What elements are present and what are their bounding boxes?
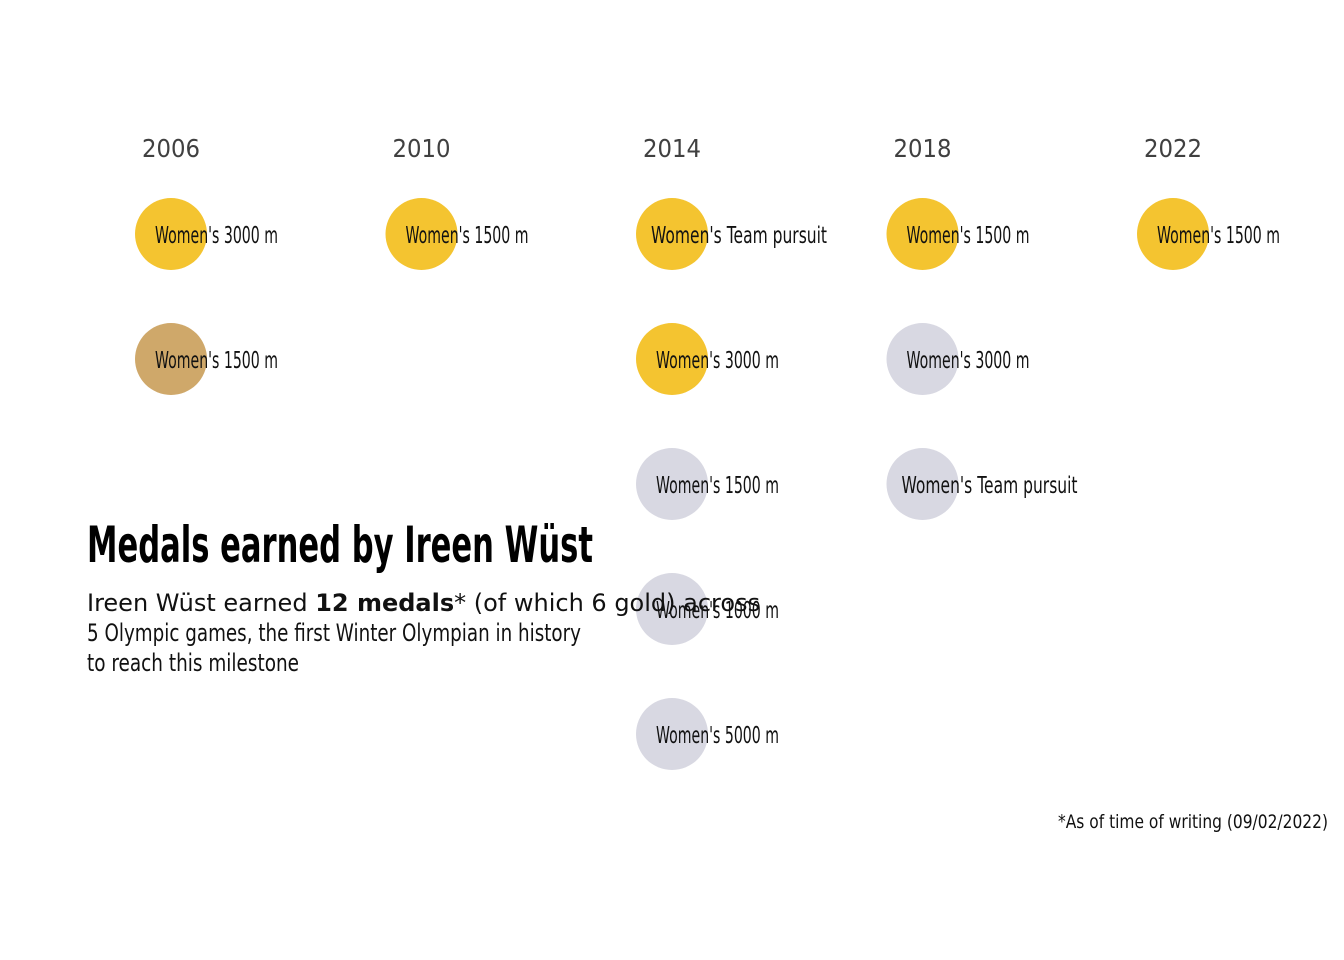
medal-point: Women's 1500 m bbox=[135, 323, 278, 395]
footnote: *As of time of writing (09/02/2022) bbox=[1058, 811, 1328, 833]
chart-subtitle: Ireen Wüst earned 12 medals* (of which 6… bbox=[87, 589, 760, 617]
medal-event-label: Women's 3000 m bbox=[907, 348, 1030, 374]
medal-point: Women's 1000 m bbox=[636, 573, 779, 645]
year-label-2018: 2018 bbox=[894, 134, 952, 163]
subtitle-line1: Ireen Wüst earned 12 medals* (of which 6… bbox=[87, 589, 760, 617]
subtitle-medal-count: 12 medals bbox=[315, 589, 454, 617]
medal-circle-gold bbox=[636, 323, 708, 395]
subtitle-prefix: Ireen Wüst earned bbox=[87, 589, 315, 617]
medal-event-label: Women's 5000 m bbox=[656, 723, 779, 749]
medal-point: Women's 5000 m bbox=[636, 698, 779, 770]
medal-event-label: Women's 1500 m bbox=[406, 223, 529, 249]
medal-circle-gold bbox=[1137, 198, 1209, 270]
subtitle-line3: to reach this milestone bbox=[87, 649, 299, 677]
medal-event-label: Women's 1500 m bbox=[155, 348, 278, 374]
subtitle-line2: 5 Olympic games, the first Winter Olympi… bbox=[87, 619, 581, 647]
medal-point: Women's 3000 m bbox=[135, 198, 278, 270]
medal-point: Women's 1500 m bbox=[886, 198, 1030, 270]
medal-circle-gold bbox=[636, 198, 708, 270]
subtitle-suffix: * (of which 6 gold) across bbox=[454, 589, 760, 617]
medal-point: Women's Team pursuit bbox=[636, 198, 827, 270]
medal-point: Women's 1500 m bbox=[1137, 198, 1280, 270]
medal-point: Women's 1500 m bbox=[636, 448, 779, 520]
medal-event-label: Women's 1000 m bbox=[656, 598, 779, 624]
medal-event-label: Women's Team pursuit bbox=[902, 473, 1078, 499]
medal-event-label: Women's Team pursuit bbox=[651, 223, 827, 249]
medal-point: Women's 3000 m bbox=[636, 323, 779, 395]
medal-circle-silver bbox=[636, 448, 708, 520]
medal-circle-bronze bbox=[135, 323, 207, 395]
year-label-2022: 2022 bbox=[1144, 134, 1202, 163]
year-label-2006: 2006 bbox=[142, 134, 200, 163]
medal-event-label: Women's 3000 m bbox=[155, 223, 278, 249]
medal-point: Women's 3000 m bbox=[886, 323, 1030, 395]
medal-circle-gold bbox=[886, 198, 959, 270]
medal-circle-silver bbox=[636, 573, 708, 645]
medal-circle-gold bbox=[385, 198, 458, 270]
medal-circle-gold bbox=[135, 198, 207, 270]
year-label-2010: 2010 bbox=[393, 134, 451, 163]
medal-event-label: Women's 3000 m bbox=[656, 348, 779, 374]
medal-circle-silver bbox=[886, 323, 959, 395]
medal-event-label: Women's 1500 m bbox=[656, 473, 779, 499]
medal-circle-silver bbox=[636, 698, 708, 770]
medal-point: Women's 1500 m bbox=[385, 198, 529, 270]
year-labels: 2006 2010 2014 2018 2022 bbox=[142, 134, 1202, 163]
medal-point: Women's Team pursuit bbox=[886, 448, 1078, 520]
medal-circle-silver bbox=[886, 448, 959, 520]
medal-event-label: Women's 1500 m bbox=[1157, 223, 1280, 249]
year-label-2014: 2014 bbox=[643, 134, 701, 163]
chart-title: Medals earned by Ireen Wüst bbox=[87, 516, 593, 574]
medal-event-label: Women's 1500 m bbox=[907, 223, 1030, 249]
medal-marks: Women's 3000 m Women's 1500 m Women's 1500… bbox=[135, 198, 1280, 770]
